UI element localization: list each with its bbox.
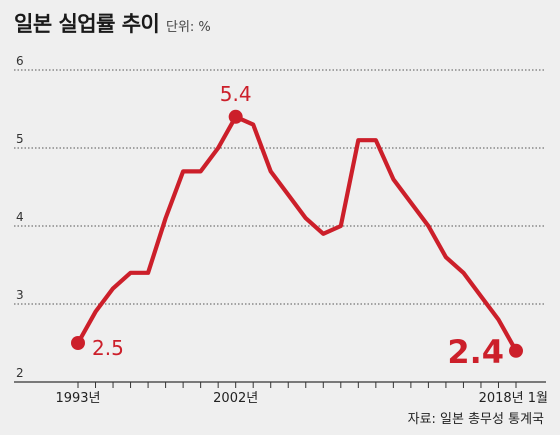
y-tick-label: 3 xyxy=(16,288,24,302)
x-tick-label: 1993년 xyxy=(55,391,100,406)
data-label: 2.5 xyxy=(92,336,124,360)
series-layer xyxy=(75,114,519,353)
x-tick-label: 2002년 xyxy=(213,391,258,406)
data-label: 5.4 xyxy=(220,82,252,106)
y-tick-label: 5 xyxy=(16,132,24,146)
y-tick-label: 6 xyxy=(16,54,24,68)
y-tick-label: 4 xyxy=(16,210,24,224)
x-tick-label: 2018년 1월 xyxy=(479,391,548,406)
x-axis: 1993년 2002년 2018년 1월 xyxy=(55,382,548,406)
data-label: 2.4 xyxy=(447,333,504,371)
data-point-marker xyxy=(509,343,523,358)
data-point-marker xyxy=(71,336,85,350)
y-tick-label: 2 xyxy=(16,366,24,380)
chart-title: 일본 실업률 추이 xyxy=(14,12,160,36)
label-layer: 2.5 5.4 2.4 xyxy=(71,82,523,371)
series-line xyxy=(75,114,519,353)
source-note: 자료: 일본 총무성 통계국 xyxy=(407,412,544,427)
data-point-marker xyxy=(228,109,243,124)
unit-label: 단위: % xyxy=(166,20,211,35)
